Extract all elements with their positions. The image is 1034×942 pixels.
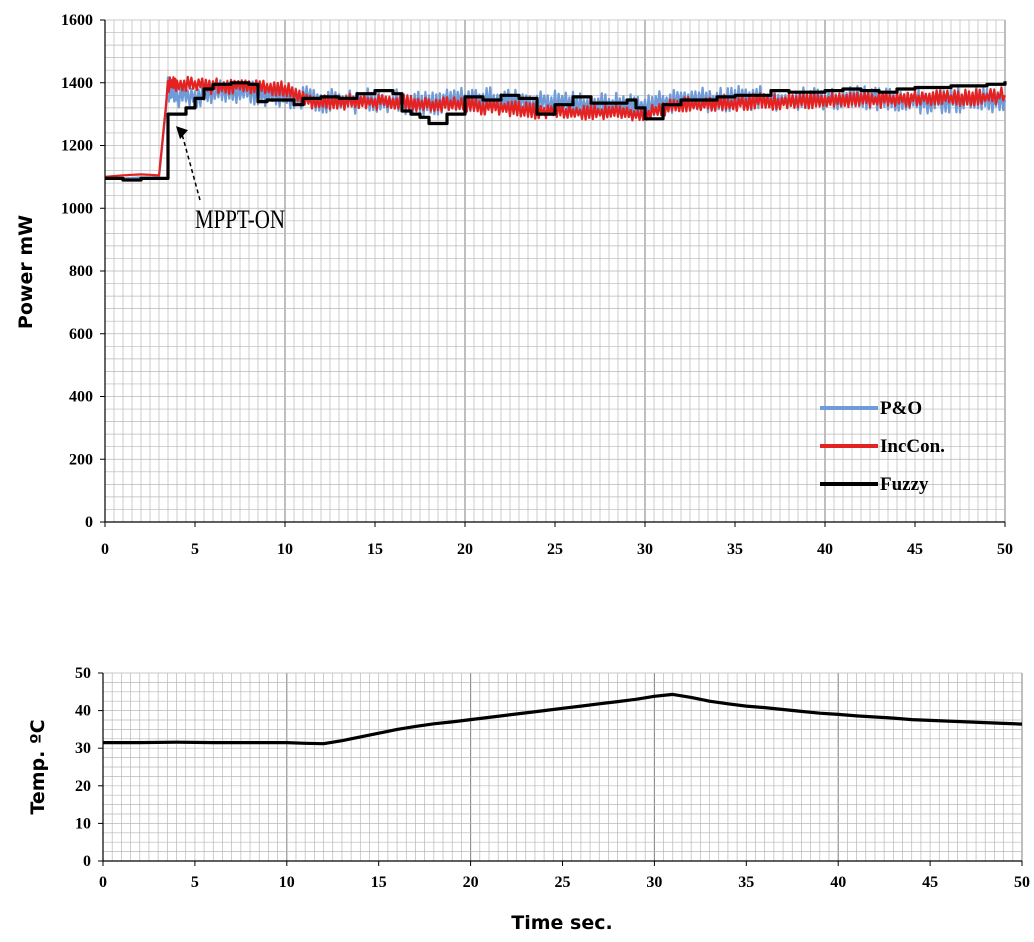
series-line-inccon [104, 75, 1007, 178]
power-y-axis-label: Power mW [15, 215, 37, 329]
y-tick-label: 40 [75, 703, 91, 720]
power-chart: 0 5 10 15 20 25 30 35 40 45 50 0 200 400 600 800 1000 120… [15, 12, 1013, 558]
time-x-axis-label: Time sec. [511, 912, 612, 934]
x-tick-label: 0 [99, 874, 107, 891]
mppt-annotation: MPPT-ON [176, 126, 285, 234]
y-tick-label: 1000 [61, 200, 93, 217]
x-tick-label: 30 [637, 541, 653, 558]
y-tick-label: 50 [75, 665, 91, 682]
annotation-arrow-line [181, 133, 201, 201]
annotation-arrow-head [176, 126, 188, 140]
x-tick-label: 15 [367, 541, 383, 558]
x-tick-label: 15 [371, 874, 387, 891]
x-tick-label: 30 [646, 874, 662, 891]
y-tick-label: 400 [69, 389, 93, 406]
x-tick-label: 5 [191, 541, 199, 558]
power-chart-series [104, 75, 1007, 182]
temperature-chart-ticks: 0 5 10 15 20 25 30 35 40 45 50 0 10 20 30 40 50 [75, 665, 1030, 891]
x-tick-label: 45 [922, 874, 938, 891]
x-tick-label: 50 [1014, 874, 1030, 891]
x-tick-label: 10 [277, 541, 293, 558]
x-tick-label: 45 [907, 541, 923, 558]
power-chart-grid [104, 19, 1006, 523]
legend-label: P&O [880, 398, 922, 419]
x-tick-label: 20 [457, 541, 473, 558]
y-tick-label: 800 [69, 263, 93, 280]
x-tick-label: 0 [101, 541, 109, 558]
x-tick-label: 5 [191, 874, 199, 891]
temperature-chart: 0 5 10 15 20 25 30 35 40 45 50 0 10 20 30 40 50 Temp. ºC… [27, 665, 1030, 934]
power-chart-legend: P&O IncCon. Fuzzy [820, 398, 945, 495]
y-tick-label: 30 [75, 740, 91, 757]
y-tick-label: 10 [75, 815, 91, 832]
series-line-fuzzy [105, 81, 1007, 182]
power-chart-ticks: 0 5 10 15 20 25 30 35 40 45 50 0 200 400 600 800 1000 120… [61, 12, 1013, 558]
series-line-temperature [103, 692, 1023, 746]
x-tick-label: 25 [555, 874, 571, 891]
x-tick-label: 25 [547, 541, 563, 558]
x-tick-label: 35 [738, 874, 754, 891]
x-tick-label: 35 [727, 541, 743, 558]
legend-label: IncCon. [880, 436, 945, 457]
y-tick-label: 1200 [61, 138, 93, 155]
x-tick-label: 10 [279, 874, 295, 891]
y-tick-label: 1600 [61, 12, 93, 29]
y-tick-label: 200 [69, 451, 93, 468]
y-tick-label: 600 [69, 326, 93, 343]
legend-label: Fuzzy [880, 474, 929, 495]
temperature-chart-grid [102, 672, 1023, 862]
x-tick-label: 40 [830, 874, 846, 891]
y-tick-label: 0 [85, 514, 93, 531]
temperature-chart-series [103, 692, 1023, 746]
y-tick-label: 1400 [61, 75, 93, 92]
temperature-y-axis-label: Temp. ºC [27, 719, 49, 814]
x-tick-label: 20 [463, 874, 479, 891]
x-tick-label: 40 [817, 541, 833, 558]
annotation-label: MPPT-ON [195, 205, 285, 234]
x-tick-label: 50 [997, 541, 1013, 558]
y-tick-label: 0 [83, 853, 91, 870]
y-tick-label: 20 [75, 778, 91, 795]
